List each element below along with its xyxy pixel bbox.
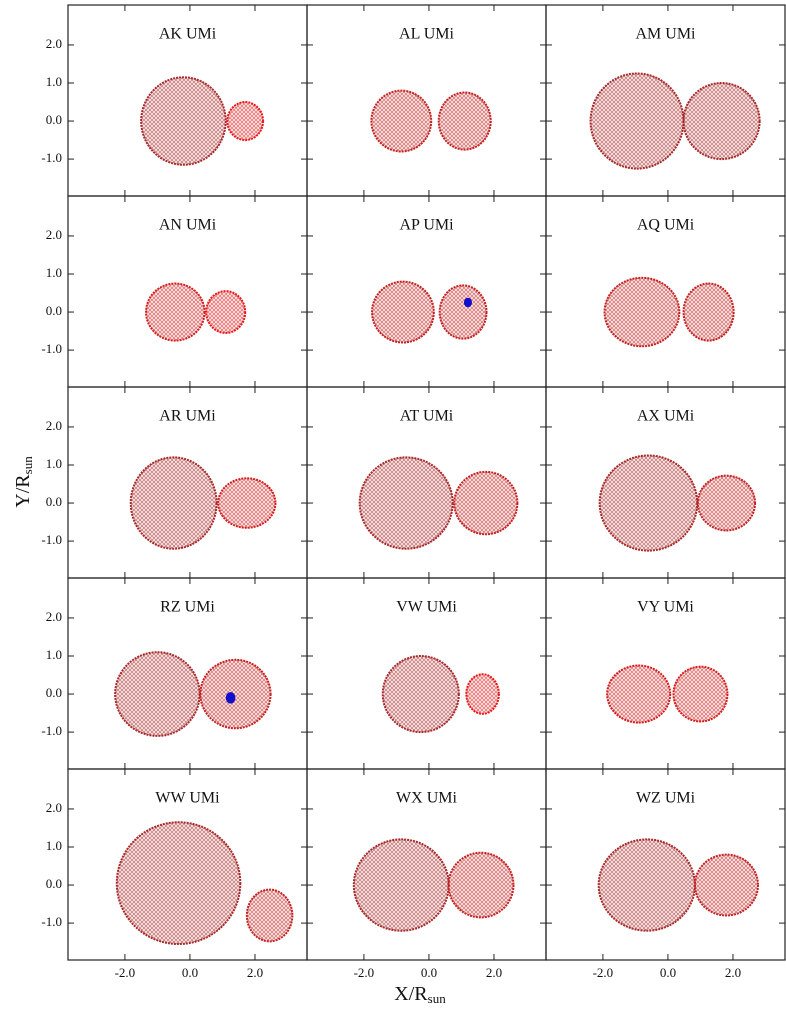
panel-title: AK UMi (159, 26, 217, 43)
x-tick-label: 0.0 (421, 965, 437, 980)
panel-title: VW UMi (396, 599, 457, 616)
star (607, 666, 670, 723)
y-tick-label: 2.0 (46, 227, 62, 242)
star (141, 77, 226, 165)
panel-title: WW UMi (155, 790, 220, 807)
star (599, 839, 695, 930)
y-tick-label: 0.0 (46, 112, 62, 127)
y-tick-label: 1.0 (46, 74, 62, 89)
x-tick-label: 0.0 (660, 965, 676, 980)
y-tick-label: 1.0 (46, 838, 62, 853)
x-tick-label: -2.0 (115, 965, 136, 980)
y-tick-label: 0.0 (46, 876, 62, 891)
star (591, 73, 684, 168)
x-tick-label: -2.0 (354, 965, 375, 980)
panel-title: AR UMi (159, 408, 216, 425)
y-tick-label: -1.0 (41, 723, 62, 738)
star (673, 667, 727, 722)
star (354, 839, 449, 930)
star (200, 660, 270, 728)
panel-title: AN UMi (159, 217, 217, 234)
x-axis-label: X/Rsun (394, 983, 446, 1006)
y-tick-label: 0.0 (46, 303, 62, 318)
star (684, 83, 760, 159)
y-tick-label: 2.0 (46, 36, 62, 51)
star (383, 656, 459, 732)
y-tick-label: -1.0 (41, 150, 62, 165)
star (698, 476, 755, 531)
star (448, 853, 513, 918)
panel-title: AM UMi (635, 26, 696, 43)
spot (226, 692, 236, 703)
y-tick-label: -1.0 (41, 341, 62, 356)
star (695, 855, 758, 916)
panel-title: AT UMi (400, 408, 454, 425)
panel-title: AX UMi (637, 408, 695, 425)
y-tick-label: 1.0 (46, 456, 62, 471)
y-tick-label: 0.0 (46, 685, 62, 700)
y-tick-label: 2.0 (46, 418, 62, 433)
panel-title: AP UMi (399, 217, 454, 234)
y-axis-label: Y/Rsun (12, 456, 35, 508)
x-tick-label: 0.0 (182, 965, 198, 980)
y-tick-label: 1.0 (46, 265, 62, 280)
star (206, 291, 245, 333)
panel-title: RZ UMi (160, 599, 215, 616)
x-tick-label: -2.0 (593, 965, 614, 980)
y-tick-label: -1.0 (41, 914, 62, 929)
x-tick-label: 2.0 (486, 965, 502, 980)
star (115, 652, 200, 736)
panel-title: WX UMi (396, 790, 457, 807)
star (117, 822, 241, 944)
star (218, 478, 275, 527)
figure: Y/Rsun X/Rsun AK UMi 2.0 1.0 0.0 -1.0 AL UMi A… (0, 0, 786, 1012)
star (227, 102, 263, 140)
y-tick-label: 2.0 (46, 609, 62, 624)
star (146, 284, 205, 341)
star (247, 890, 293, 942)
y-tick-label: 1.0 (46, 647, 62, 662)
star (439, 93, 491, 150)
panel-title: AL UMi (399, 26, 455, 43)
star (454, 472, 517, 534)
panel-title: WZ UMi (636, 790, 696, 807)
star (131, 457, 217, 548)
y-tick-label: 2.0 (46, 800, 62, 815)
star (372, 282, 434, 343)
star (684, 284, 734, 341)
star (605, 278, 680, 346)
spot (464, 298, 472, 308)
star (600, 455, 698, 550)
star (466, 674, 499, 714)
x-tick-label: 2.0 (725, 965, 741, 980)
panel-title: VY UMi (637, 599, 694, 616)
panel-title: AQ UMi (637, 217, 695, 234)
y-tick-label: -1.0 (41, 532, 62, 547)
star (440, 285, 487, 338)
x-tick-label: 2.0 (247, 965, 263, 980)
y-tick-label: 0.0 (46, 494, 62, 509)
star (360, 457, 453, 548)
star (371, 91, 431, 152)
